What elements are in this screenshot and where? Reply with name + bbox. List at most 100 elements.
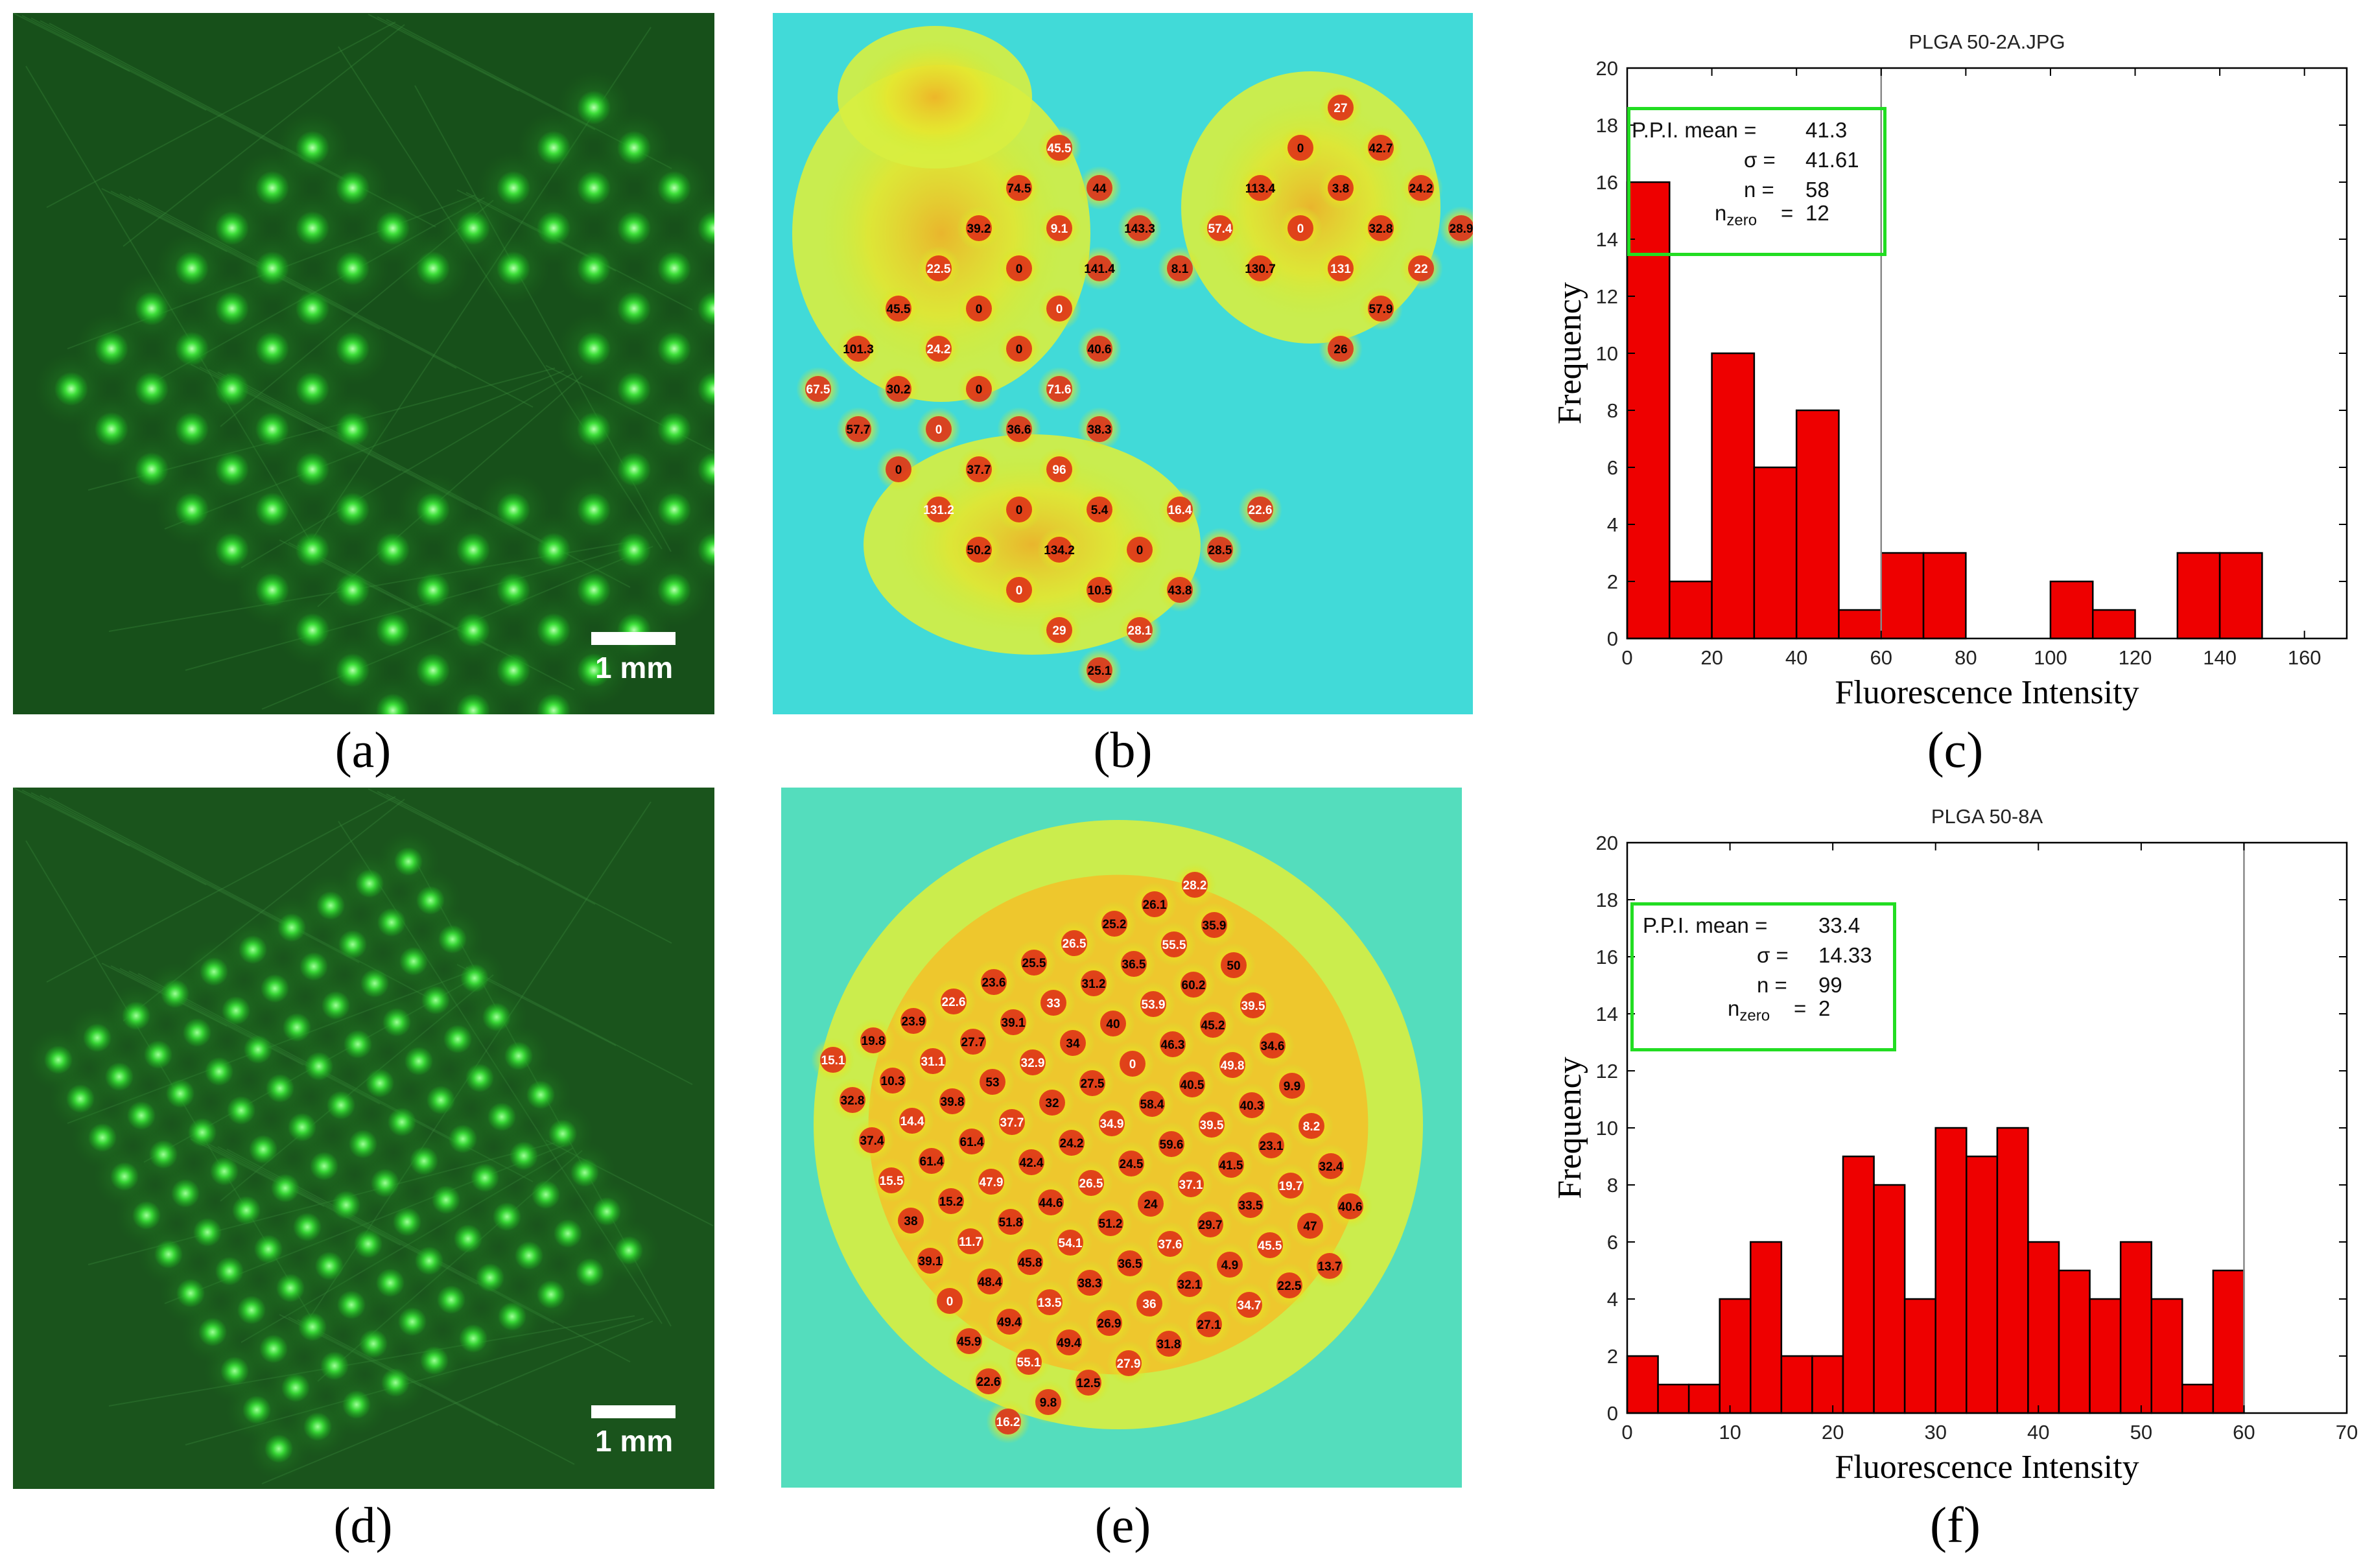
x-tick-label: 70 bbox=[2336, 1421, 2358, 1444]
fluorescent-spot bbox=[300, 952, 328, 981]
fluorescent-spot bbox=[338, 930, 367, 959]
fluorescent-spot bbox=[232, 1196, 261, 1224]
histogram-bar bbox=[1780, 1355, 1813, 1414]
spot-intensity-label: 44.6 bbox=[1039, 1197, 1063, 1210]
spot-intensity-label: 74.5 bbox=[1007, 182, 1031, 196]
fluorescent-spot bbox=[355, 869, 384, 898]
warm-core bbox=[855, 38, 1015, 156]
fluorescent-spot bbox=[577, 171, 611, 205]
heat-spot bbox=[1219, 1052, 1245, 1078]
fluorescent-spot bbox=[95, 412, 128, 446]
spot-intensity-label: 32.1 bbox=[1178, 1278, 1202, 1292]
spot-intensity-label: 113.4 bbox=[1245, 182, 1276, 196]
heat-spot bbox=[1060, 1030, 1086, 1056]
spot-intensity-label: 22.6 bbox=[942, 996, 966, 1009]
heat-spot bbox=[1077, 1270, 1103, 1296]
fluorescent-spot bbox=[144, 1040, 172, 1069]
fluorescent-spot bbox=[657, 332, 691, 366]
heat-spot bbox=[958, 1228, 983, 1254]
y-tick-label: 20 bbox=[1596, 57, 1618, 80]
fluorescent-spot bbox=[497, 653, 530, 687]
spot-intensity-label: 58.4 bbox=[1140, 1098, 1164, 1112]
spot-intensity-label: 15.1 bbox=[821, 1054, 845, 1068]
fluorescent-spot bbox=[110, 1162, 139, 1191]
heat-spot bbox=[977, 1269, 1003, 1294]
fluorescent-spot bbox=[698, 292, 714, 325]
fiber-texture bbox=[13, 788, 130, 847]
spot-intensity-label: 29.7 bbox=[1199, 1219, 1223, 1232]
spot-intensity-label: 47 bbox=[1303, 1220, 1317, 1234]
spot-intensity-label: 12.5 bbox=[1077, 1377, 1101, 1390]
y-tick-label: 8 bbox=[1607, 1174, 1618, 1197]
heat-spot bbox=[1046, 215, 1072, 241]
stat-nzero-value: 12 bbox=[1805, 201, 1829, 225]
fluorescent-spot bbox=[482, 1003, 511, 1031]
fluorescent-spot bbox=[366, 1069, 394, 1097]
fluorescent-spot bbox=[416, 252, 450, 285]
fluorescent-spot bbox=[293, 1213, 322, 1241]
heat-spot bbox=[999, 1109, 1025, 1135]
x-axis-title: Fluorescence Intensity bbox=[1835, 674, 2139, 711]
fluorescent-spot bbox=[215, 372, 249, 406]
fluorescent-spot bbox=[255, 412, 289, 446]
spot-intensity-label: 38.3 bbox=[1088, 423, 1112, 437]
fluorescent-spot bbox=[577, 91, 611, 124]
fluorescent-spot bbox=[296, 533, 329, 567]
histogram-bar bbox=[1842, 1155, 1875, 1414]
fluorescent-spot bbox=[222, 996, 250, 1025]
stat-nzero-sub: zero bbox=[1739, 1007, 1770, 1025]
histogram-bar bbox=[2176, 552, 2221, 640]
histogram-bar bbox=[1873, 1184, 1906, 1414]
spot-intensity-label: 16.4 bbox=[1168, 504, 1192, 517]
fluorescent-spot bbox=[127, 1101, 156, 1130]
heat-spot bbox=[886, 376, 911, 402]
heat-spot bbox=[860, 1027, 886, 1053]
stat-mean-label: P.P.I. mean = bbox=[1632, 118, 1757, 142]
heat-spot bbox=[1081, 970, 1107, 996]
fluorescent-spot bbox=[615, 1236, 643, 1265]
spot-intensity-label: 26.1 bbox=[1143, 898, 1167, 912]
heat-spot bbox=[1179, 1071, 1205, 1097]
spot-glow bbox=[677, 432, 714, 507]
fluorescent-spot bbox=[271, 1174, 300, 1202]
spot-intensity-label: 44 bbox=[1092, 182, 1107, 196]
y-tick-label: 2 bbox=[1607, 1345, 1618, 1368]
fluorescent-spot bbox=[336, 653, 370, 687]
heat-spot bbox=[845, 336, 871, 362]
spot-intensity-label: 8.2 bbox=[1303, 1120, 1320, 1134]
heat-spot bbox=[1287, 215, 1313, 241]
fiber-texture bbox=[123, 24, 405, 247]
heat-spot bbox=[926, 336, 952, 362]
fluorescent-spot bbox=[577, 573, 611, 607]
scale-label-d: 1 mm bbox=[595, 1424, 674, 1458]
stat-nzero-label: nzero bbox=[1715, 201, 1757, 230]
fluorescent-spot bbox=[570, 1158, 599, 1187]
heat-spot bbox=[1099, 1110, 1125, 1136]
spot-intensity-label: 8.1 bbox=[1171, 263, 1189, 276]
heat-spot bbox=[1035, 1389, 1061, 1415]
spot-intensity-label: 37.7 bbox=[1000, 1116, 1024, 1130]
heat-spot bbox=[1328, 255, 1354, 281]
fluorescent-spot bbox=[54, 372, 88, 406]
spot-intensity-label: 96 bbox=[1052, 463, 1066, 477]
spot-intensity-label: 40.6 bbox=[1339, 1200, 1363, 1214]
heat-spot bbox=[1127, 215, 1153, 241]
spot-intensity-label: 0 bbox=[1297, 142, 1304, 156]
heat-spot bbox=[1328, 336, 1354, 362]
spot-intensity-label: 24.2 bbox=[1409, 182, 1433, 196]
histogram-bar bbox=[1753, 466, 1798, 640]
spot-intensity-label: 51.2 bbox=[1099, 1217, 1123, 1231]
fluorescent-spot bbox=[242, 1396, 271, 1424]
histogram-bar bbox=[1838, 609, 1883, 640]
histogram-bar bbox=[1657, 1383, 1690, 1414]
y-tick-label: 14 bbox=[1596, 228, 1618, 251]
spot-intensity-label: 31.2 bbox=[1082, 977, 1106, 991]
y-tick-label: 14 bbox=[1596, 1003, 1618, 1025]
heat-spot bbox=[1046, 135, 1072, 161]
heat-spot bbox=[1287, 135, 1313, 161]
spot-intensity-label: 10.3 bbox=[881, 1075, 905, 1088]
fluorescent-spot bbox=[376, 1269, 405, 1297]
spot-intensity-label: 53.9 bbox=[1142, 998, 1166, 1012]
heat-spot bbox=[1197, 1211, 1223, 1237]
fluorescent-spot bbox=[237, 1296, 266, 1324]
